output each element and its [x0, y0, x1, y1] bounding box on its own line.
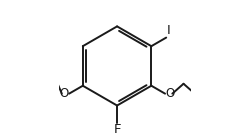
Text: O: O: [59, 87, 69, 100]
Text: O: O: [166, 87, 175, 100]
Text: F: F: [113, 123, 121, 136]
Text: I: I: [167, 24, 170, 37]
